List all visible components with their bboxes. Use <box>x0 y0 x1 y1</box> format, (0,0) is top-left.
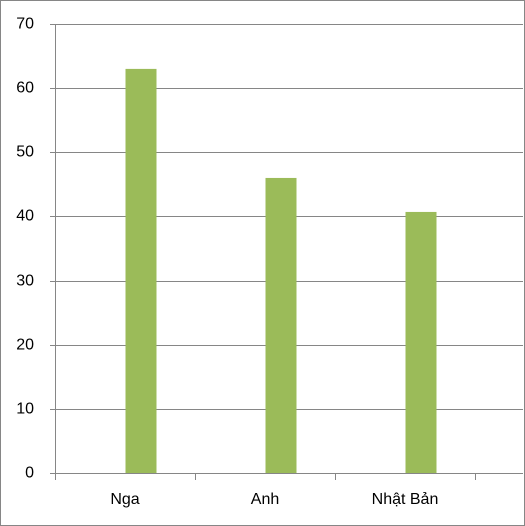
y-tick-label: 20 <box>16 337 34 354</box>
bar <box>125 68 157 474</box>
y-tick-label: 50 <box>16 144 34 161</box>
y-tick-label: 40 <box>16 208 34 225</box>
y-tick-label: 0 <box>25 465 34 482</box>
y-tick-label: 60 <box>16 80 34 97</box>
y-tick-label: 70 <box>16 16 34 33</box>
x-tick-label: Nga <box>110 491 139 508</box>
x-tick-label: Anh <box>251 491 279 508</box>
y-tick-label: 10 <box>16 401 34 418</box>
bar <box>405 211 437 473</box>
x-tick-label: Nhật Bản <box>372 491 439 508</box>
y-tick-label: 30 <box>16 273 34 290</box>
bar <box>265 177 297 473</box>
